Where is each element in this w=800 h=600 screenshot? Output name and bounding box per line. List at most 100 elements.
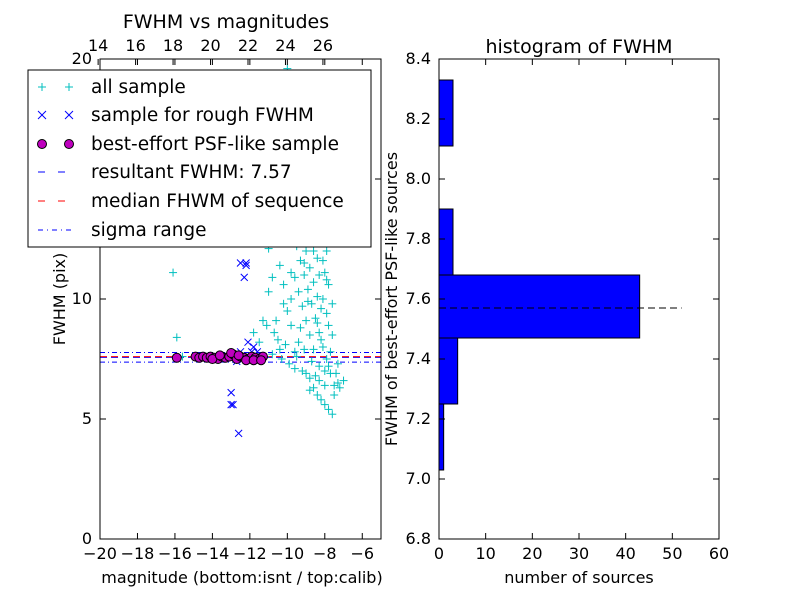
all-sample-point xyxy=(277,355,286,363)
legend-entry-psf-sample: best-effort PSF-like sample xyxy=(37,134,339,155)
all-sample-point xyxy=(322,355,331,363)
legend-label-resultant-fwhm: resultant FWHM: 7.57 xyxy=(91,162,292,183)
left-y-axis-label: FWHM (pix) xyxy=(50,253,69,346)
legend-entry-all-sample: all sample xyxy=(38,77,186,98)
histogram-bar xyxy=(438,337,459,405)
all-sample-point xyxy=(324,321,333,330)
rough-sample-point xyxy=(227,400,235,409)
all-sample-point xyxy=(300,259,309,267)
rough-sample-point xyxy=(240,273,249,282)
left-top-tick-label: 24 xyxy=(275,36,295,55)
all-sample-point xyxy=(268,350,277,359)
left-top-tick-label: 26 xyxy=(313,36,333,55)
all-sample-point xyxy=(270,328,279,337)
all-sample-point xyxy=(328,331,337,339)
all-sample-point xyxy=(172,333,181,342)
all-sample-point xyxy=(328,299,337,308)
right-x-tick-label: 30 xyxy=(569,544,589,563)
all-sample-point xyxy=(290,273,299,282)
all-sample-point xyxy=(290,364,299,373)
all-sample-point xyxy=(298,302,307,311)
all-sample-point xyxy=(317,335,326,344)
all-sample-point xyxy=(305,331,314,339)
all-sample-point xyxy=(305,386,314,395)
histogram-bar xyxy=(438,79,454,147)
all-sample-point xyxy=(320,400,329,409)
legend-x-marker-icon xyxy=(37,110,74,120)
all-sample-point xyxy=(300,345,309,354)
legend-plus-marker-icon xyxy=(38,83,73,91)
all-sample-point xyxy=(272,316,281,325)
all-sample-point xyxy=(332,369,341,378)
right-chart-title: histogram of FWHM xyxy=(485,36,672,58)
right-x-tick-label: 50 xyxy=(662,544,682,563)
psf-sample-point xyxy=(233,350,244,361)
right-x-tick-label: 20 xyxy=(522,544,542,563)
all-sample-point xyxy=(290,347,299,356)
left-top-tick-label: 18 xyxy=(163,36,183,55)
legend-entry-resultant-fwhm: resultant FWHM: 7.57 xyxy=(38,162,292,183)
all-sample-point xyxy=(305,374,314,383)
legend-label-rough-sample: sample for rough FWHM xyxy=(91,105,314,126)
left-top-tick-label: 22 xyxy=(238,36,258,55)
legend-label-sigma-range: sigma range xyxy=(91,220,207,241)
legend-label-psf-sample: best-effort PSF-like sample xyxy=(91,134,339,155)
all-sample-point xyxy=(303,285,312,294)
all-sample-point xyxy=(262,321,271,330)
left-y-tick-label: 0 xyxy=(82,529,92,548)
histogram-bar xyxy=(438,208,454,276)
all-sample-point xyxy=(309,247,318,255)
left-top-ticks: 14 16 18 20 22 24 26 xyxy=(88,36,333,65)
all-sample-point xyxy=(333,359,342,368)
all-sample-point xyxy=(275,345,284,354)
right-histogram-panel: 0 10 20 30 40 50 60 6.8 7.0 7.2 7.4 7.6 7.8 8.0 8.2 8.… xyxy=(382,36,729,587)
all-sample-point xyxy=(315,362,324,371)
left-top-tick-label: 16 xyxy=(125,36,145,55)
all-sample-point xyxy=(268,273,277,282)
histogram-bars xyxy=(438,79,641,471)
all-sample-point xyxy=(318,256,327,265)
all-sample-point xyxy=(311,371,320,380)
histogram-bar xyxy=(438,403,445,471)
all-sample-point xyxy=(309,345,318,354)
right-x-tick-label: 10 xyxy=(475,544,495,563)
all-sample-point xyxy=(313,319,322,327)
all-sample-point xyxy=(317,304,326,313)
right-x-tick-label: 60 xyxy=(709,544,729,563)
all-sample-point xyxy=(313,391,322,399)
left-x-tick-label: −18 xyxy=(121,544,155,563)
all-sample-point xyxy=(318,343,327,351)
legend-label-median-fwhm: median FHWM of sequence xyxy=(91,191,344,212)
left-x-tick-label: −14 xyxy=(196,544,230,563)
all-sample-point xyxy=(322,247,331,255)
all-sample-point xyxy=(330,381,339,390)
right-y-tick-label: 7.6 xyxy=(406,289,431,308)
left-chart-title: FWHM vs magnitudes xyxy=(123,11,329,33)
psf-sample-point xyxy=(214,350,225,361)
all-sample-point xyxy=(324,280,333,289)
rough-sample-point xyxy=(242,261,250,270)
all-sample-point xyxy=(302,369,311,378)
rough-sample-point xyxy=(229,400,237,409)
all-sample-point xyxy=(294,287,303,296)
all-sample-point xyxy=(283,307,292,315)
all-sample-point xyxy=(249,328,258,337)
all-sample-point xyxy=(287,268,296,277)
right-y-axis-label: FWHM of best-effort PSF-like sources xyxy=(382,152,401,446)
all-sample-point xyxy=(296,323,305,332)
all-sample-point xyxy=(309,278,318,287)
legend-label-all-sample: all sample xyxy=(91,77,186,98)
all-sample-point xyxy=(264,287,273,296)
right-y-tick-label: 6.8 xyxy=(406,529,431,548)
all-sample-point xyxy=(335,383,344,392)
all-sample-point xyxy=(326,347,335,356)
left-x-ticks: −20 −18 −16 −14 −12 −10 −8 −6 xyxy=(83,59,374,563)
left-scatter-panel: −20−18−16−14−12−10−8−6 05101520 14161820… xyxy=(27,11,383,587)
all-sample-point xyxy=(169,268,178,277)
right-x-tick-label: 40 xyxy=(615,544,635,563)
all-sample-point xyxy=(324,362,333,371)
all-sample-point xyxy=(285,359,294,368)
right-x-axis-label: number of sources xyxy=(504,568,654,587)
all-sample-point xyxy=(315,376,324,385)
all-sample-point xyxy=(255,338,264,347)
